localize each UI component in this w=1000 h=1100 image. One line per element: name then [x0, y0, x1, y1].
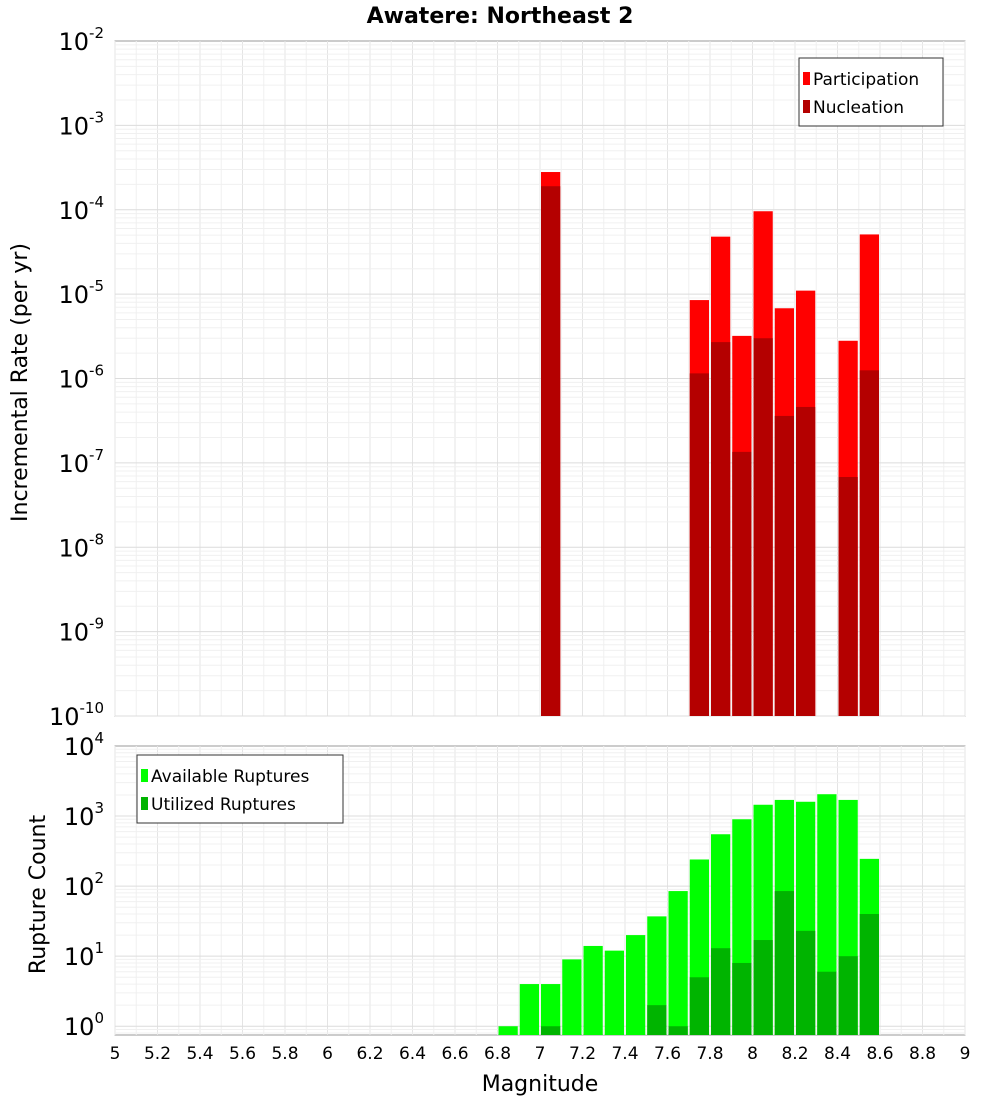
x-tick-label: 5.6 — [229, 1044, 256, 1064]
count-bar-available-ruptures — [541, 984, 561, 1035]
rate-legend-label: Participation — [813, 70, 919, 90]
count-bar-utilized-ruptures — [689, 977, 709, 1035]
x-tick-label: 5.2 — [144, 1044, 171, 1064]
count-plot: 100 101 102 103 104 Rupture Count Available … — [26, 729, 966, 1041]
rate-plot-bars — [541, 172, 879, 717]
rate-ytick-label: 10-2 — [58, 24, 104, 56]
rate-ytick-label: 10-8 — [58, 530, 104, 562]
rate-ytick-label: 10-4 — [58, 193, 104, 225]
x-axis-ticks: 5 5.2 5.4 5.6 5.8 6 6.2 6.4 6.6 6.8 7 7.2 7.4 7.6 7.8 8… — [110, 1044, 971, 1064]
rate-legend-swatch — [803, 100, 810, 113]
rate-plot-legend: Participation Nucleation — [798, 57, 944, 127]
rate-bar-nucleation — [541, 186, 561, 716]
chart-title: Awatere: Northeast 2 — [367, 4, 634, 29]
x-tick-label: 6.6 — [441, 1044, 468, 1064]
count-bar-utilized-ruptures — [732, 962, 752, 1035]
x-tick-label: 5.8 — [271, 1044, 298, 1064]
rate-plot: 10-10 10-9 10-8 10-7 10-6 10-5 10-4 10-3 10-2 In… — [8, 24, 966, 731]
x-tick-label: 6.4 — [399, 1044, 426, 1064]
count-bar-available-ruptures — [626, 935, 646, 1035]
rate-ytick-label: 10-5 — [58, 277, 104, 309]
rate-bar-nucleation — [796, 406, 816, 716]
rate-ytick-label: 10-3 — [58, 108, 104, 140]
x-tick-label: 7.6 — [654, 1044, 681, 1064]
count-ytick-label: 100 — [64, 1009, 104, 1041]
rate-ytick-label: 10-10 — [49, 699, 104, 731]
rate-legend-label: Nucleation — [813, 98, 904, 118]
x-axis-label: Magnitude — [482, 1072, 599, 1097]
x-tick-label: 9 — [960, 1044, 971, 1064]
count-bar-utilized-ruptures — [796, 930, 816, 1035]
x-tick-label: 8.4 — [824, 1044, 851, 1064]
x-tick-label: 7 — [535, 1044, 546, 1064]
rate-bar-nucleation — [753, 338, 773, 716]
x-tick-label: 5 — [110, 1044, 121, 1064]
count-bar-available-ruptures — [583, 945, 603, 1035]
count-bar-utilized-ruptures — [774, 891, 794, 1035]
x-tick-label: 7.4 — [611, 1044, 638, 1064]
rate-plot-yticks: 10-10 10-9 10-8 10-7 10-6 10-5 10-4 10-3 10-2 — [49, 24, 104, 731]
x-tick-label: 7.2 — [569, 1044, 596, 1064]
count-bar-utilized-ruptures — [753, 940, 773, 1035]
rate-bar-nucleation — [689, 373, 709, 716]
count-legend-label: Utilized Ruptures — [151, 795, 296, 815]
count-ytick-label: 102 — [64, 869, 104, 901]
rate-bar-nucleation — [711, 342, 731, 716]
rate-bar-nucleation — [838, 477, 858, 716]
x-tick-label: 5.4 — [186, 1044, 213, 1064]
count-bar-available-ruptures — [498, 1026, 518, 1035]
count-bar-utilized-ruptures — [817, 971, 837, 1035]
count-legend-box — [136, 754, 344, 824]
rate-bar-nucleation — [774, 415, 794, 716]
count-bar-utilized-ruptures — [711, 948, 731, 1035]
count-ytick-label: 103 — [64, 799, 104, 831]
count-bar-utilized-ruptures — [838, 956, 858, 1035]
count-legend-swatch — [141, 797, 148, 810]
x-tick-label: 6 — [322, 1044, 333, 1064]
count-plot-yticks: 100 101 102 103 104 — [64, 729, 104, 1041]
rate-bar-nucleation — [859, 370, 879, 716]
count-plot-bars — [498, 794, 879, 1035]
count-bar-available-ruptures — [562, 959, 582, 1035]
count-bar-available-ruptures — [668, 891, 688, 1035]
x-tick-label: 7.8 — [696, 1044, 723, 1064]
x-tick-label: 6.8 — [484, 1044, 511, 1064]
rate-legend-box — [798, 57, 944, 127]
x-tick-label: 8.2 — [781, 1044, 808, 1064]
x-tick-label: 8.6 — [866, 1044, 893, 1064]
count-ytick-label: 104 — [64, 729, 104, 761]
rate-ytick-label: 10-9 — [58, 615, 104, 647]
count-legend-swatch — [141, 769, 148, 782]
count-bar-utilized-ruptures — [859, 914, 879, 1035]
x-tick-label: 8 — [747, 1044, 758, 1064]
count-bar-utilized-ruptures — [541, 1026, 561, 1035]
rate-ytick-label: 10-7 — [58, 446, 104, 478]
count-legend-label: Available Ruptures — [151, 767, 309, 787]
count-bar-available-ruptures — [519, 984, 539, 1035]
count-plot-legend: Available Ruptures Utilized Ruptures — [136, 754, 344, 824]
x-tick-label: 8.8 — [909, 1044, 936, 1064]
count-bar-utilized-ruptures — [668, 1026, 688, 1035]
x-tick-label: 6.2 — [356, 1044, 383, 1064]
rate-plot-ylabel: Incremental Rate (per yr) — [8, 243, 33, 522]
rate-bar-nucleation — [732, 451, 752, 716]
count-bar-available-ruptures — [604, 950, 624, 1035]
rate-plot-grid — [114, 41, 966, 717]
count-plot-ylabel: Rupture Count — [26, 815, 51, 975]
count-bar-utilized-ruptures — [647, 1005, 667, 1035]
rate-legend-swatch — [803, 72, 810, 85]
rate-ytick-label: 10-6 — [58, 362, 104, 394]
count-ytick-label: 101 — [64, 939, 104, 971]
